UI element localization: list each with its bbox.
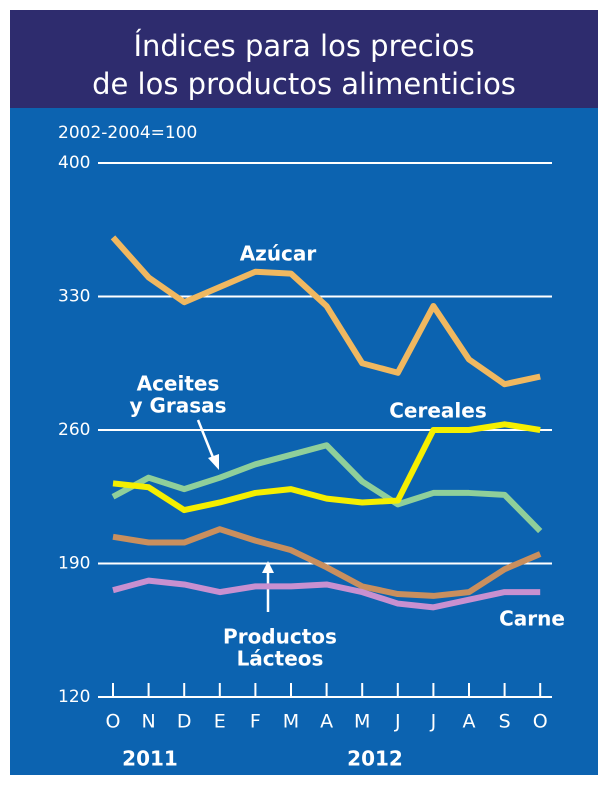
x-tick-label: O [106,711,121,733]
series-line [112,577,541,611]
x-tick-label: A [463,711,476,733]
series-line [112,421,541,514]
y-tick-label: 400 [58,153,90,173]
series-label: Cereales [389,399,487,423]
x-tick-label: J [430,711,437,733]
x-tick-label: J [394,711,401,733]
x-tick-label: E [214,711,226,733]
x-tick-label: F [250,711,261,733]
y-tick-label: 260 [58,420,90,440]
series-line [112,526,542,599]
series-label: Lácteos [237,647,324,671]
x-tick-label: O [533,711,548,733]
chart-title: de los productos alimenticios [92,67,516,101]
series-label: Azúcar [240,242,317,266]
y-tick-label: 330 [58,287,90,307]
x-tick-label: N [141,711,155,733]
x-tick-label: D [177,711,192,733]
x-tick-label: A [320,711,333,733]
series-line [110,235,541,388]
y-tick-label: 190 [58,554,90,574]
x-tick-label: S [499,711,511,733]
series-label: Carne [499,607,565,631]
title-band [10,10,598,108]
chart-title: Índices para los precios [133,29,474,63]
y-tick-label: 120 [58,687,90,707]
series-line [111,442,543,534]
x-tick-label: M [283,711,299,733]
year-label: 2012 [347,747,403,771]
subtitle: 2002-2004=100 [58,123,197,143]
series-label: y Grasas [129,394,226,418]
arrows [196,419,274,612]
x-tick-label: M [354,711,370,733]
series-label: Aceites [137,372,220,396]
series-label: Productos [223,625,337,649]
plot-panel [10,108,598,775]
year-label: 2011 [122,747,178,771]
